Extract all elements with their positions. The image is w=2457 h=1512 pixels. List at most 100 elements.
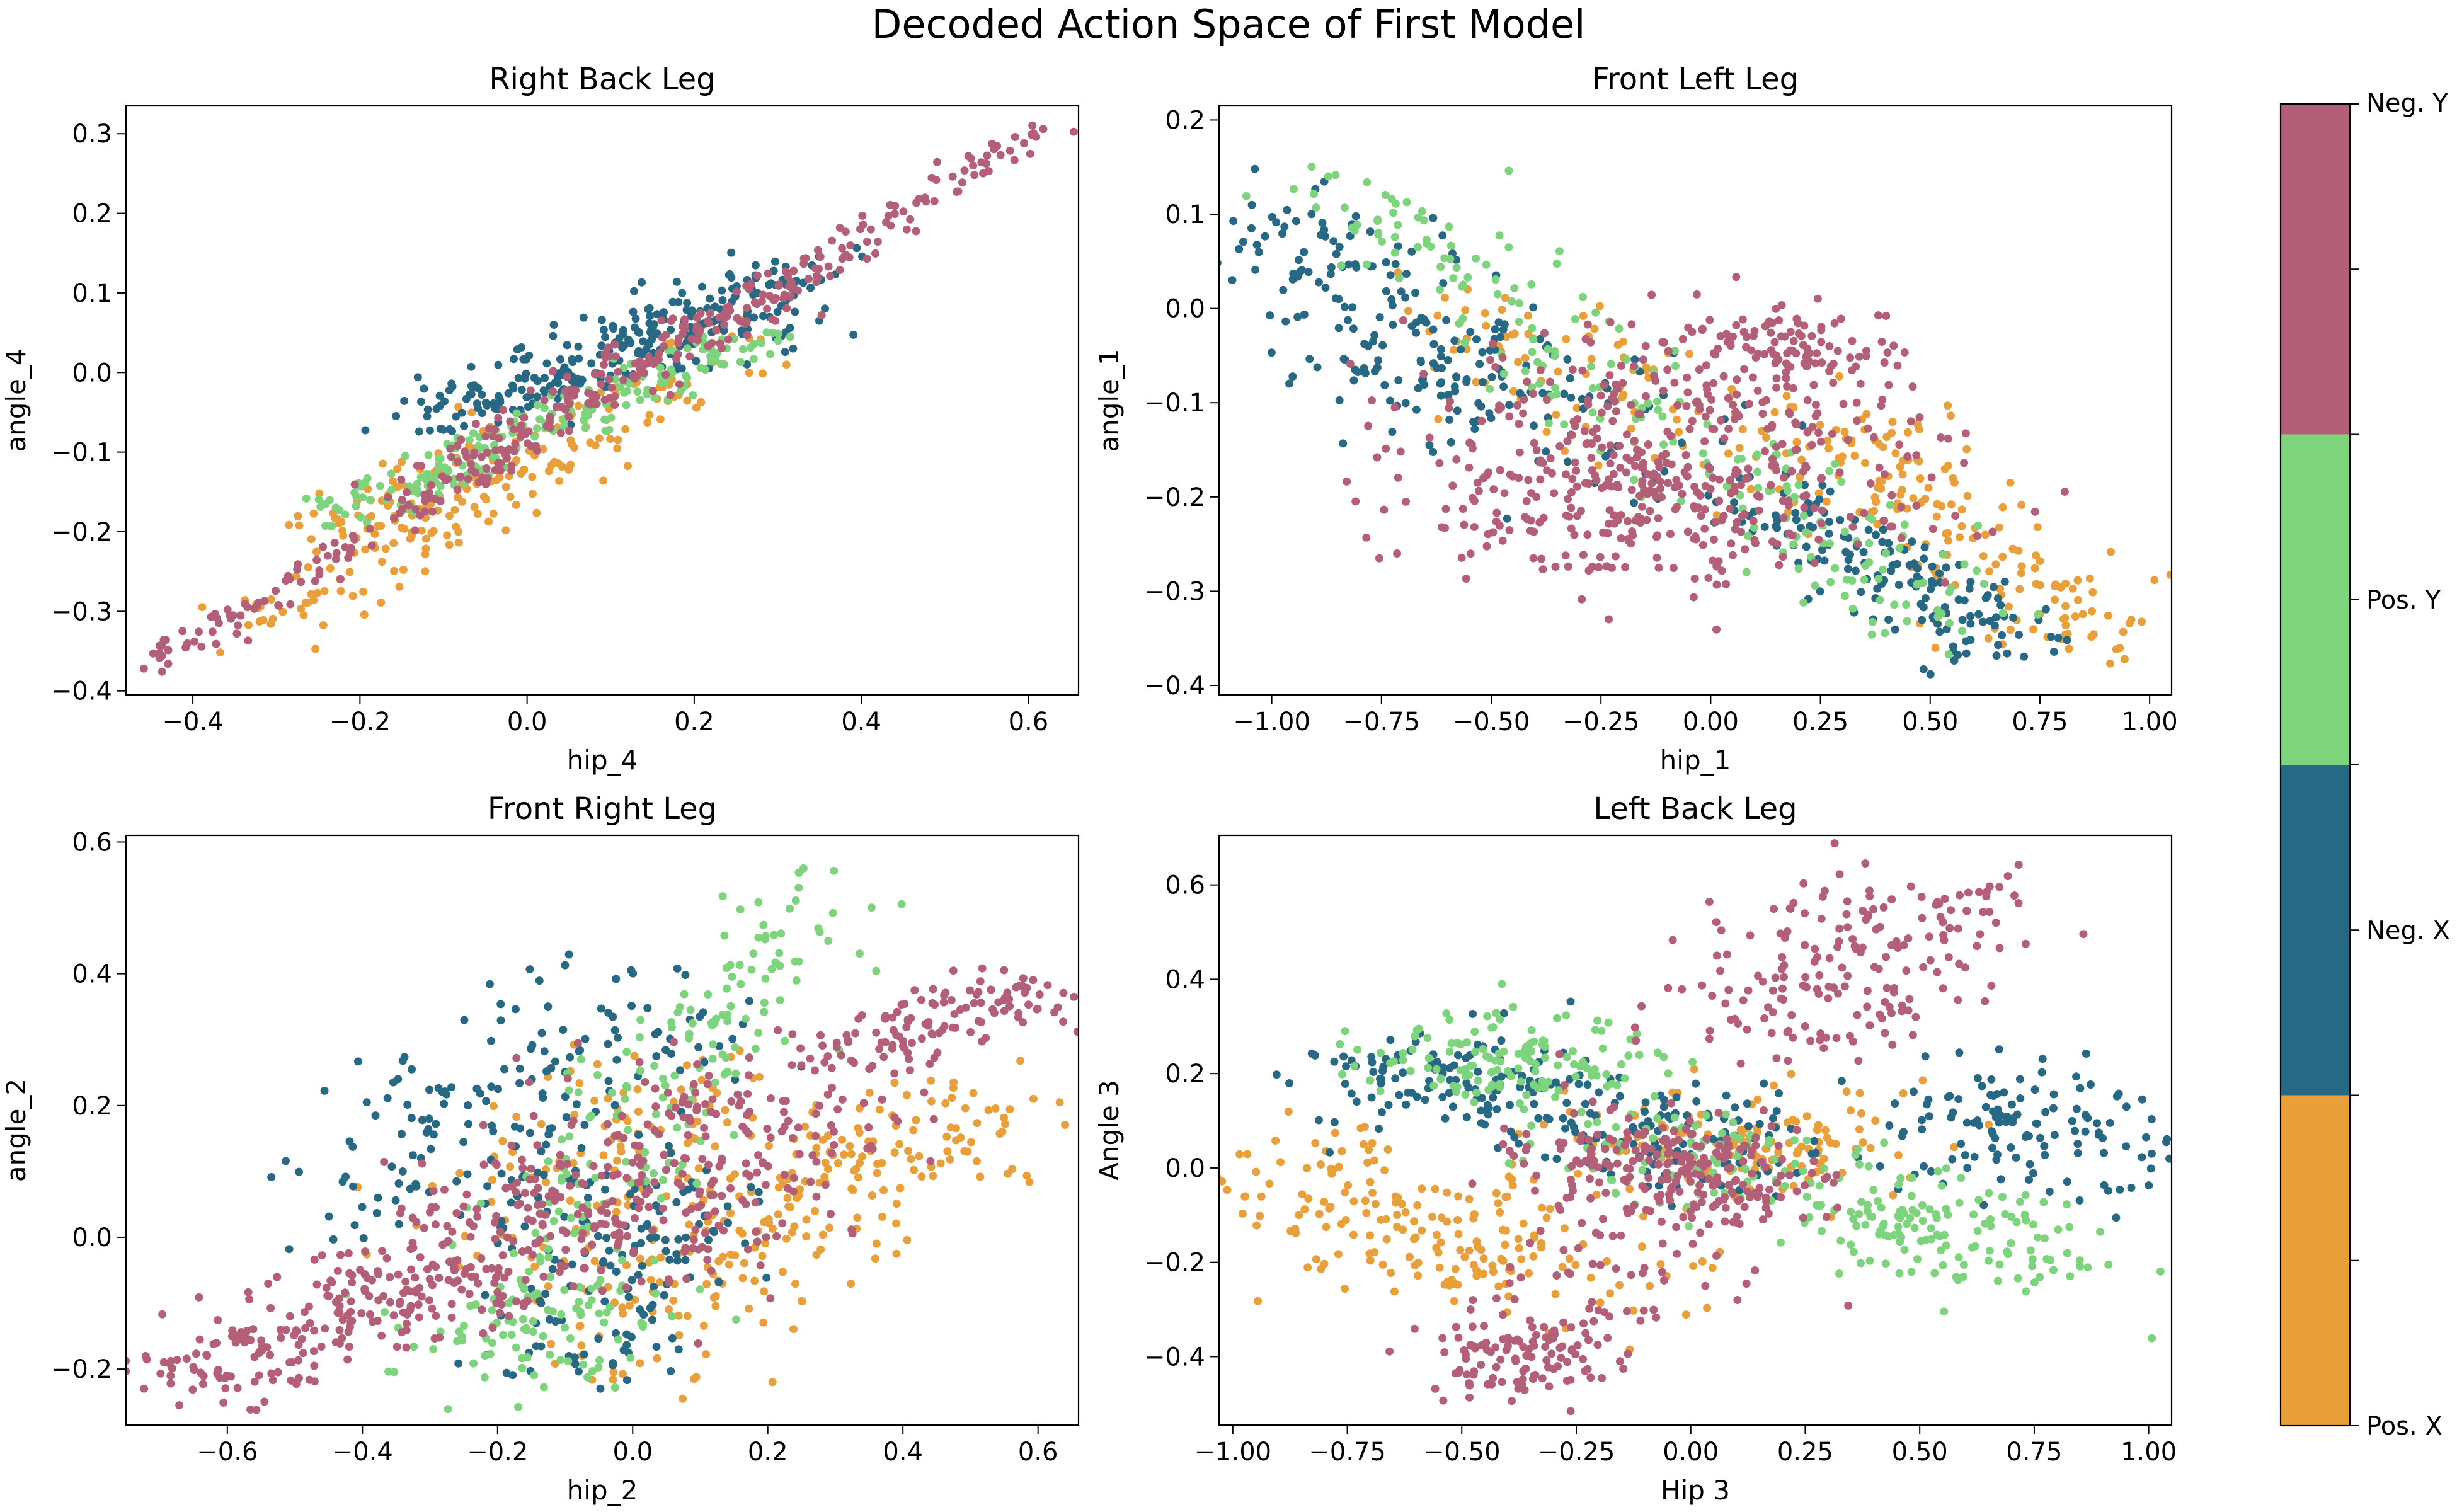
scatter-point [443,1222,452,1230]
scatter-point [445,541,454,549]
scatter-point [420,507,429,516]
scatter-point [408,1151,417,1160]
scatter-point [166,1379,175,1388]
scatter-point [648,1315,656,1324]
scatter-point [781,348,789,357]
y-tick-label: 0.4 [72,960,112,989]
scatter-point [1552,260,1561,268]
scatter-point [1837,1077,1846,1085]
scatter-point [1505,526,1514,535]
scatter-point [1709,1135,1717,1143]
scatter-point [1560,420,1569,429]
scatter-point [2072,1104,2081,1113]
scatter-point [573,1210,582,1218]
scatter-point [474,1279,483,1288]
scatter-point [365,1310,374,1319]
scatter-point [1948,1155,1957,1164]
scatter-point [361,426,370,435]
scatter-point [1581,1099,1589,1108]
scatter-point [598,1286,607,1295]
scatter-point [1441,1114,1450,1123]
scatter-point [1349,1230,1358,1239]
scatter-point [181,643,190,652]
scatter-point [2071,612,2080,621]
scatter-point [1709,379,1718,387]
scatter-point [295,1167,304,1176]
scatter-point [987,985,995,994]
scatter-point [1765,317,1773,326]
scatter-point [784,1116,793,1125]
scatter-point [387,1162,396,1171]
scatter-point [1920,1162,1928,1171]
scatter-point [1761,447,1769,455]
scatter-point [597,1171,606,1180]
scatter-point [917,995,925,1004]
scatter-point [660,1150,668,1159]
x-tick-label: −0.4 [332,1438,393,1467]
scatter-point [1419,370,1428,379]
scatter-point [852,244,861,253]
scatter-point [1332,249,1341,258]
scatter-point [2017,569,2025,578]
scatter-point [496,1309,504,1317]
scatter-point [1857,1109,1865,1118]
scatter-point [1000,1007,1009,1016]
scatter-point [637,1277,646,1286]
scatter-point [782,1234,791,1243]
scatter-point [532,1342,541,1351]
scatter-point [1551,563,1560,571]
scatter-point [866,225,875,234]
scatter-point [492,1299,501,1308]
y-tick-label: 0.6 [72,828,112,857]
scatter-point [1489,485,1498,494]
scatter-point [1601,452,1610,461]
scatter-point [1521,367,1530,375]
scatter-point [497,445,505,454]
y-tick-label: 0.0 [72,1223,112,1252]
scatter-point [662,1166,670,1174]
scatter-point [754,933,763,942]
scatter-point [1846,353,1855,362]
scatter-point [1059,1017,1068,1026]
scatter-point [789,344,798,353]
scatter-point [1343,477,1351,486]
scatter-point [566,1334,575,1343]
scatter-point [544,1282,553,1291]
scatter-point [744,1129,753,1138]
subplot-right-back-leg: −0.4 −0.2 0.0 0.2 0.4 0.6−0.4−0.3−0.2−0.10.00… [1,62,1080,776]
scatter-point [1525,1269,1533,1278]
scatter-point [2146,1164,2155,1173]
scatter-point [350,488,359,497]
scatter-point [522,369,530,378]
scatter-point [1627,486,1636,495]
scatter-point [2122,1102,2131,1111]
scatter-point [622,1283,631,1292]
scatter-point [1446,397,1454,406]
scatter-point [1998,553,2007,561]
scatter-point [754,1188,763,1196]
scatter-point [1801,481,1809,490]
scatter-point [1660,1096,1669,1104]
scatter-point [1513,401,1521,410]
scatter-point [341,1288,350,1297]
scatter-point [263,1343,272,1352]
scatter-point [422,534,430,543]
scatter-point [655,355,663,364]
scatter-point [550,457,559,466]
scatter-point [1944,401,1952,410]
scatter-point [581,1034,590,1043]
scatter-point [1235,244,1244,253]
scatter-point [683,344,692,353]
scatter-point [1425,433,1434,442]
scatter-point [698,282,706,291]
scatter-point [1564,495,1572,503]
scatter-point [1947,1113,1956,1122]
scatter-point [1824,529,1833,538]
scatter-point [319,542,328,551]
scatter-point [1880,358,1889,367]
scatter-point [688,307,697,316]
scatter-point [692,1179,701,1188]
scatter-point [958,178,966,187]
scatter-point [1025,1177,1034,1186]
x-axis-label: hip_1 [1660,745,1731,776]
